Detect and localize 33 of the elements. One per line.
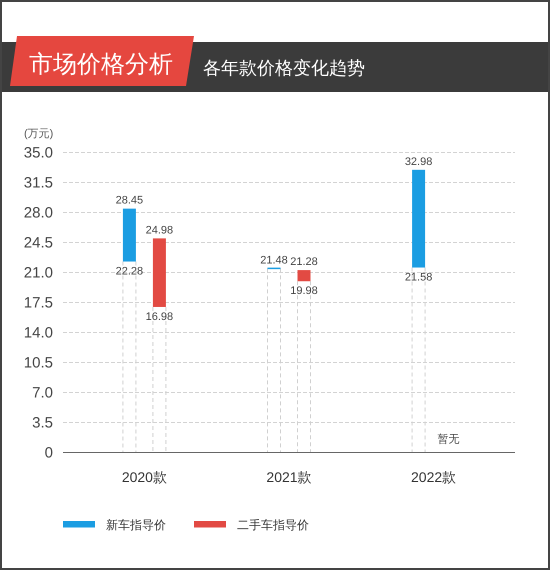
annotation: 24.98 <box>146 224 174 236</box>
annotation: 21.58 <box>404 272 432 284</box>
y-tick-label: 14.0 <box>24 324 53 342</box>
bar <box>298 270 310 282</box>
annotation: 21.28 <box>290 256 318 268</box>
x-tick-label: 2022款 <box>411 469 456 485</box>
legend-label: 二手车指导价 <box>237 518 309 532</box>
y-axis-title: (万元) <box>24 128 54 140</box>
y-tick-label: 21.0 <box>24 264 53 282</box>
bar <box>412 170 426 268</box>
chart-title: 市场价格分析 <box>29 51 173 78</box>
y-tick-label: 0 <box>44 444 53 462</box>
y-tick-label: 35.0 <box>24 144 53 162</box>
y-tick-label: 17.5 <box>24 294 53 312</box>
bar <box>152 238 166 307</box>
y-tick-label: 7.0 <box>32 384 53 402</box>
x-tick-label: 2021款 <box>266 469 312 485</box>
annotation: 28.45 <box>116 194 144 207</box>
annotation: 22.28 <box>116 266 144 278</box>
chart-subtitle: 各年款价格变化趋势 <box>203 58 365 78</box>
y-tick-label: 31.5 <box>24 174 53 192</box>
annotation: 19.98 <box>290 285 318 298</box>
y-tick-label: 24.5 <box>24 234 53 252</box>
annotation: 16.98 <box>146 310 174 323</box>
annotation: 32.98 <box>404 156 432 168</box>
annotation: 暂无 <box>438 432 460 446</box>
y-tick-label: 28.0 <box>24 204 53 222</box>
legend-label: 新车指导价 <box>106 518 166 532</box>
x-tick-label: 2020款 <box>122 469 167 485</box>
y-tick-label: 10.5 <box>24 354 53 372</box>
annotation: 21.48 <box>260 254 288 266</box>
bar <box>122 208 136 262</box>
y-tick-label: 3.5 <box>32 414 53 432</box>
